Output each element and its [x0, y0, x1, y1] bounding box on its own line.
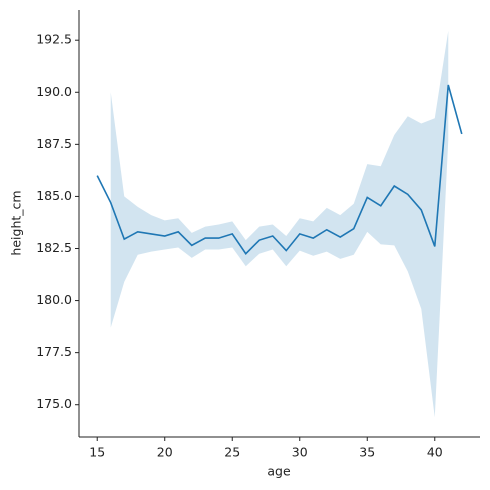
x-tick-label: 40: [427, 445, 443, 460]
y-tick-label: 187.5: [36, 136, 72, 151]
y-tick-label: 192.5: [36, 32, 72, 47]
x-axis-label: age: [267, 464, 291, 479]
x-tick-label: 35: [359, 445, 375, 460]
x-tick-label: 25: [224, 445, 240, 460]
line: [96, 84, 463, 255]
confidence-band: [110, 30, 449, 418]
y-tick-label: 175.0: [36, 396, 72, 411]
y-tick-label: 177.5: [36, 344, 72, 359]
y-tick-label: 180.0: [36, 292, 72, 307]
y-tick-label: 182.5: [36, 240, 72, 255]
x-tick-label: 20: [157, 445, 173, 460]
x-tick-label: 30: [292, 445, 308, 460]
y-axis-label: height_cm: [9, 190, 24, 255]
x-tick-label: 15: [89, 445, 105, 460]
y-tick-label: 185.0: [36, 188, 72, 203]
y-tick-label: 190.0: [36, 84, 72, 99]
